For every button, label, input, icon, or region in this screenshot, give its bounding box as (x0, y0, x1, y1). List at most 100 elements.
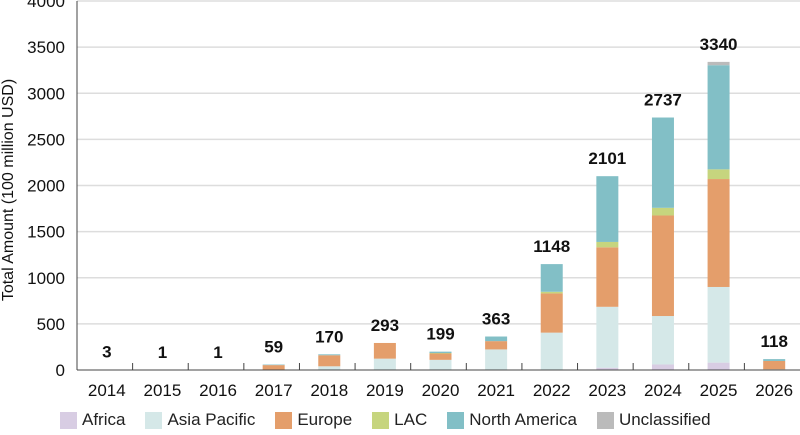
legend-swatch (372, 411, 390, 429)
bar-segment-europe (707, 179, 730, 287)
bar-2024 (651, 117, 674, 370)
bar-segment-north-america (540, 264, 563, 292)
x-tick-label: 2026 (755, 381, 793, 400)
legend-item-europe: Europe (275, 410, 352, 430)
y-tick-label: 3500 (27, 38, 65, 57)
bar-segment-unclassified (707, 61, 730, 66)
total-label: 1148 (533, 237, 570, 256)
bar-segment-europe (763, 360, 786, 370)
y-axis-label: Total Amount (100 million USD) (0, 79, 17, 301)
bar-segment-europe (318, 355, 341, 367)
total-labels: 3 1 1 59 170 293 199 363 1148 2101 2737 3340 118 (102, 35, 788, 362)
x-tick-label: 2018 (310, 381, 348, 400)
bar-segment-europe (485, 341, 508, 350)
bar-segment-north-america (485, 336, 508, 342)
total-label: 2101 (588, 149, 626, 168)
bar-segment-asia-pacific (318, 366, 341, 370)
bar-segment-lac (429, 353, 452, 354)
total-label: 59 (264, 338, 283, 357)
legend-swatch (596, 411, 614, 429)
legend-item-north-america: North America (447, 410, 577, 430)
legend-label: North America (469, 410, 577, 429)
x-tick-label: 2015 (144, 381, 182, 400)
x-tick-label: 2019 (366, 381, 404, 400)
x-tick-label: 2023 (588, 381, 626, 400)
x-tick-label: 2020 (422, 381, 460, 400)
bar-segment-europe (429, 353, 452, 360)
legend: Africa Asia Pacific Europe LAC North America… (60, 410, 731, 430)
bar-segment-europe (540, 293, 563, 333)
bar-segment-lac (707, 169, 730, 180)
bar-segment-asia-pacific (596, 306, 619, 368)
bar-2023 (596, 176, 619, 370)
gridlines (77, 0, 800, 325)
total-label: 118 (760, 332, 787, 351)
y-tick-label: 2000 (27, 177, 65, 196)
x-tick-label: 2021 (477, 381, 515, 400)
bar-segment-north-america (596, 176, 619, 242)
bar-segment-europe (262, 365, 285, 370)
bar-segment-north-america (707, 65, 730, 170)
total-label: 1 (213, 343, 222, 362)
bar-segment-europe (651, 215, 674, 317)
y-tick-label: 500 (37, 315, 65, 334)
total-label: 199 (426, 325, 454, 344)
legend-label: Europe (297, 410, 353, 429)
bar-segment-lac (596, 241, 619, 248)
bar-segment-north-america (318, 354, 341, 356)
bar-2017 (262, 364, 285, 371)
y-tick-label: 2500 (27, 130, 65, 149)
x-tick-label: 2024 (644, 381, 682, 400)
bar-2025 (707, 61, 730, 370)
bar-segment-europe (596, 247, 619, 307)
y-axis: 0 500 1000 1500 2000 2500 3000 3500 4000 (27, 0, 78, 380)
legend-label: Africa (82, 410, 126, 429)
y-tick-label: 0 (56, 361, 65, 380)
x-tick-label: 2022 (533, 381, 571, 400)
bars (95, 61, 786, 371)
legend-swatch (275, 411, 293, 429)
y-tick-label: 1000 (27, 269, 65, 288)
total-label: 170 (315, 327, 343, 346)
bar-segment-asia-pacific (540, 332, 563, 370)
bar-segment-asia-pacific (651, 316, 674, 365)
x-tick-label: 2017 (255, 381, 293, 400)
x-axis: 2014 2015 2016 2017 2018 2019 2020 2021 2022 2023… (77, 363, 800, 400)
total-label: 1 (158, 343, 167, 362)
bar-segment-north-america (262, 364, 285, 366)
total-label: 3340 (700, 35, 738, 54)
bar-segment-africa (707, 362, 730, 370)
bar-segment-north-america (763, 359, 786, 361)
legend-label: Asia Pacific (167, 410, 256, 429)
legend-item-unclassified: Unclassified (596, 410, 711, 430)
legend-swatch (145, 411, 163, 429)
bar-2020 (429, 351, 452, 370)
legend-swatch (60, 411, 77, 429)
legend-label: Unclassified (618, 410, 711, 429)
bar-2022 (540, 264, 563, 371)
bar-segment-lac (540, 291, 563, 294)
bar-segment-africa (596, 367, 619, 370)
bar-segment-europe (373, 342, 396, 359)
bar-2021 (485, 336, 508, 371)
bar-2019 (373, 342, 396, 370)
legend-item-africa: Africa (60, 410, 125, 430)
total-label: 293 (371, 316, 399, 335)
bar-segment-asia-pacific (373, 358, 396, 370)
legend-item-lac: LAC (372, 410, 427, 430)
bar-2018 (318, 354, 341, 370)
x-tick-label: 2025 (700, 381, 738, 400)
total-label: 2737 (644, 91, 682, 110)
bar-segment-asia-pacific (707, 286, 730, 363)
x-tick-label: 2014 (88, 381, 126, 400)
legend-swatch (447, 411, 465, 429)
x-tick-label: 2016 (199, 381, 237, 400)
bar-segment-north-america (429, 351, 452, 354)
bar-2026 (763, 359, 786, 370)
bar-segment-lac (651, 207, 674, 216)
bar-segment-north-america (651, 117, 674, 208)
legend-item-asia-pacific: Asia Pacific (145, 410, 255, 430)
total-label: 363 (482, 310, 510, 329)
y-tick-label: 1500 (27, 223, 65, 242)
